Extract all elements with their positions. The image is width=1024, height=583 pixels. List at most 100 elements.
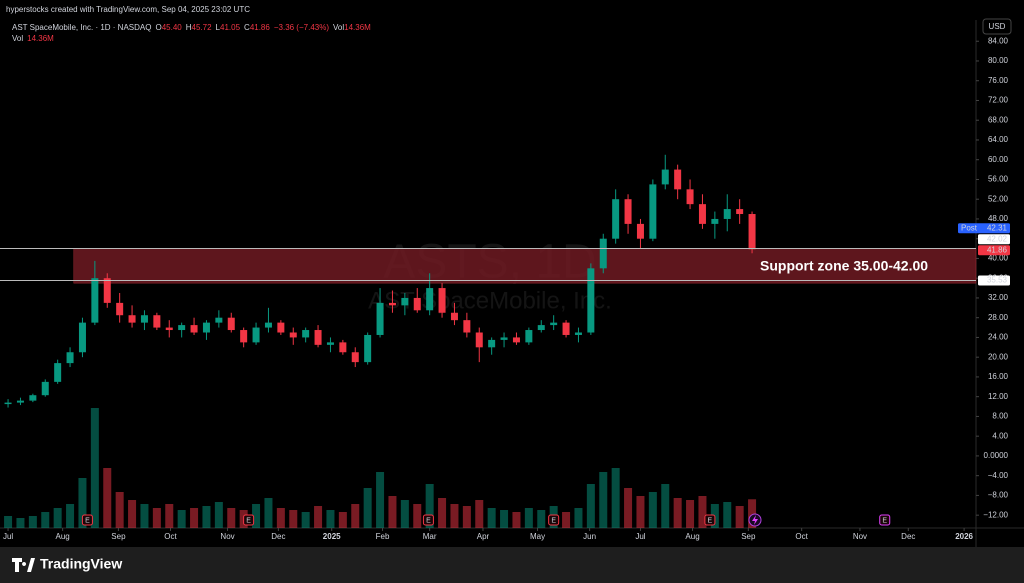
brand-name: TradingView <box>40 556 122 572</box>
volume-bar <box>28 516 37 528</box>
x-tick-label: May <box>530 532 545 541</box>
currency-button[interactable] <box>982 18 1012 35</box>
volume-bar <box>16 518 25 528</box>
candle-body <box>624 199 632 224</box>
post-label: Post <box>961 223 978 232</box>
x-tick-label: 2026 <box>955 532 973 541</box>
volume-bar <box>165 504 174 528</box>
candle-body <box>723 209 731 219</box>
split-icon <box>748 513 762 527</box>
event-label: E <box>882 517 887 524</box>
candle-body <box>364 334 372 363</box>
split-bolt <box>752 515 758 525</box>
volume-bar <box>475 500 484 528</box>
candle-body <box>537 325 545 331</box>
currency[interactable]: USD <box>989 22 1006 31</box>
last-price-tag: 41.86 <box>987 245 1008 254</box>
candle-body <box>463 320 471 333</box>
volume-bar <box>450 504 459 528</box>
candle-body <box>475 332 483 348</box>
candle-body <box>661 169 669 185</box>
event-label: E <box>85 517 90 524</box>
x-tick-label: Nov <box>853 532 867 541</box>
candle-body <box>16 400 24 403</box>
event-label: E <box>708 517 713 524</box>
volume-bar <box>400 500 409 528</box>
footer-bar <box>0 547 1024 583</box>
y-tick-label: 16.00 <box>988 372 1009 381</box>
x-tick-label: 2025 <box>323 532 341 541</box>
event-marker <box>243 514 255 526</box>
y-tick-label: 84.00 <box>988 36 1009 45</box>
candle-body <box>562 322 570 335</box>
candle-body <box>711 218 719 224</box>
candle-body <box>78 322 86 353</box>
volume-bar <box>53 508 62 528</box>
ohlc-key: C <box>244 23 250 32</box>
x-tick-label: Nov <box>220 532 234 541</box>
y-tick-label: 32.00 <box>988 293 1009 302</box>
level-tag-bg <box>978 275 1010 286</box>
candle-body <box>736 209 744 215</box>
x-tick-label: Feb <box>376 532 390 541</box>
x-tick-label: Dec <box>901 532 915 541</box>
volume-bar <box>276 508 285 528</box>
candle-body <box>438 288 446 313</box>
ohlc-value: 45.72 <box>192 23 213 32</box>
ohlc-value: 45.40 <box>162 23 183 32</box>
volume-bar <box>264 498 273 528</box>
volume-bar <box>413 504 422 528</box>
candle-body <box>29 395 37 401</box>
y-tick-label: 56.00 <box>988 175 1009 184</box>
y-tick-label: 28.00 <box>988 313 1009 322</box>
volume-bar <box>611 468 620 528</box>
volume-bar <box>66 504 75 528</box>
volume-bar <box>735 506 744 528</box>
x-tick-label: Jul <box>3 532 13 541</box>
volume-bar <box>512 512 521 528</box>
event-label: E <box>426 517 431 524</box>
volume-bar <box>289 510 298 528</box>
volume-bar <box>376 472 385 528</box>
candle-body <box>178 325 186 331</box>
y-tick-label: −4.00 <box>988 471 1009 480</box>
volume-bar <box>599 472 608 528</box>
post-value: 42.31 <box>987 223 1008 232</box>
change: −3.36 (−7.43%) <box>274 23 329 32</box>
ohlc-value: 41.05 <box>220 23 241 32</box>
volume-bar <box>128 500 137 528</box>
candle-body <box>748 214 756 250</box>
volume-bar <box>574 508 583 528</box>
volume-value: 14.36M <box>27 34 54 43</box>
x-tick-label: Aug <box>685 532 699 541</box>
candle-body <box>91 278 99 323</box>
candle-body <box>525 330 533 343</box>
volume-bar <box>152 508 161 528</box>
candle-body <box>674 169 682 190</box>
volume-bar <box>388 496 397 528</box>
volume-bar <box>686 500 695 528</box>
x-tick-label: Jul <box>635 532 645 541</box>
y-tick-label: 68.00 <box>988 115 1009 124</box>
volume-bar <box>487 508 496 528</box>
volume-bar <box>252 504 261 528</box>
volume-bar <box>363 488 372 528</box>
ohlc-key: O <box>155 23 161 32</box>
volume-bar <box>301 512 310 528</box>
candle-body <box>413 297 421 311</box>
volume-bar <box>661 484 670 528</box>
support-zone <box>73 248 977 284</box>
candle-body <box>450 312 458 321</box>
volume-bar <box>4 516 13 528</box>
volume-bar <box>314 506 323 528</box>
volume-bar <box>624 488 633 528</box>
candle-body <box>215 317 223 323</box>
candle-body <box>326 342 334 345</box>
candle-body <box>587 268 595 333</box>
y-tick-label: 40.00 <box>988 254 1009 263</box>
volume-bar <box>90 408 99 528</box>
candle-body <box>116 302 124 316</box>
support-zone-label: Support zone 35.00-42.00 <box>760 258 928 274</box>
volume-bar <box>562 512 571 528</box>
volume-bar <box>140 504 149 528</box>
